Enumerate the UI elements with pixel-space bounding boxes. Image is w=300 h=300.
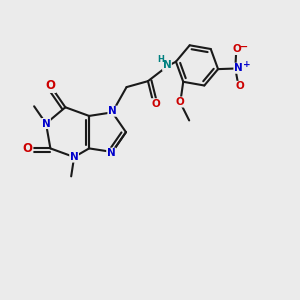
Text: N: N [42,118,50,128]
Text: N: N [163,60,171,70]
Text: N: N [234,63,243,73]
Text: O: O [175,97,184,107]
Text: O: O [151,99,160,109]
Text: O: O [23,142,33,154]
Text: N: N [70,152,79,162]
Text: H: H [157,55,164,64]
Text: O: O [236,81,244,92]
Text: +: + [243,60,250,69]
Text: O: O [46,80,56,92]
Text: N: N [107,148,116,158]
Text: N: N [108,106,117,116]
Text: O: O [232,44,241,55]
Text: −: − [240,41,248,52]
